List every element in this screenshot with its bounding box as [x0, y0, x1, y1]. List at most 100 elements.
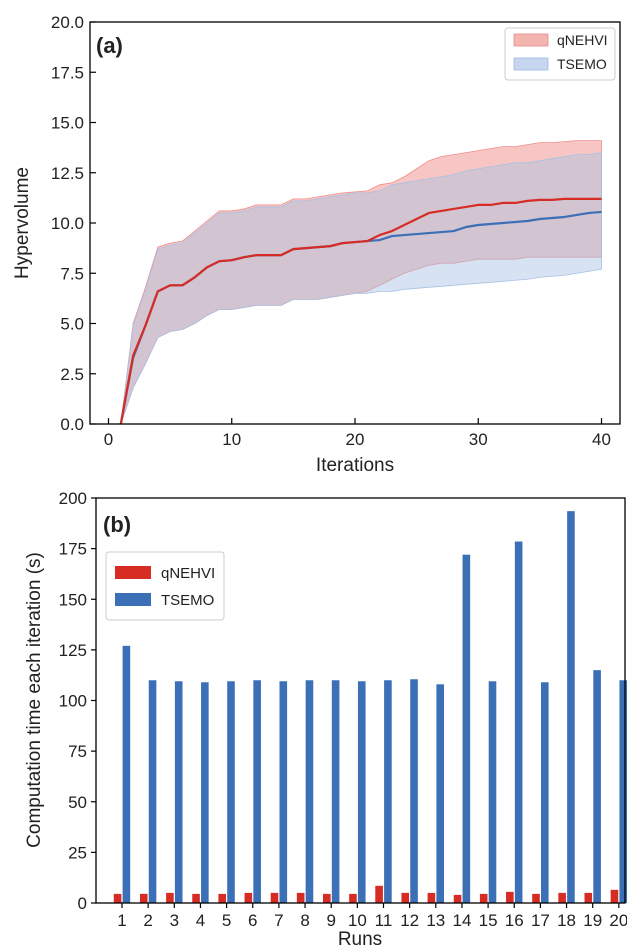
legend: qNEHVI TSEMO	[504, 27, 616, 81]
bar-tsemo-run-9	[331, 680, 340, 903]
y-tick-label: 12.5	[51, 164, 84, 183]
bar-qnehvi-run-20	[610, 889, 619, 903]
x-axis-title: Runs	[338, 929, 382, 949]
x-tick-label: 8	[300, 911, 309, 930]
bar-qnehvi-run-12	[401, 892, 410, 904]
legend-label-tsemo: TSEMO	[557, 56, 607, 72]
legend-swatch-tsemo	[115, 593, 151, 606]
y-tick-label: 200	[59, 489, 87, 508]
x-tick-label: 20	[609, 911, 627, 930]
series-lines	[119, 197, 602, 425]
legend-label-tsemo: TSEMO	[161, 592, 214, 609]
x-tick-label: 4	[196, 911, 205, 930]
x-tick-label: 9	[326, 911, 335, 930]
bar-tsemo-run-14	[462, 554, 471, 903]
bar-tsemo-run-6	[253, 680, 261, 903]
x-tick-label: 0	[104, 430, 113, 449]
x-tick-label: 15	[479, 911, 498, 930]
bar-qnehvi-run-19	[584, 892, 593, 904]
x-tick-label: 1	[117, 911, 126, 930]
y-tick-label: 175	[59, 540, 87, 559]
panel-b-computation-time-chart: 1 2 3 4 5 6 7 8 9 10 11 12 13 14 15 16 17 18 19 20025507510…	[24, 489, 627, 949]
x-tick-label: 30	[469, 430, 488, 449]
axis-ticks: 0 10 20 30 40 0.0 2.5 5.0 7.5 10.0 12.5 15.0 17.5 20.…	[51, 13, 611, 449]
line-qnehvi	[119, 197, 602, 425]
bar-qnehvi-run-5	[218, 893, 226, 903]
legend: qNEHVI TSEMO	[105, 551, 225, 621]
legend-label-qnehvi: qNEHVI	[161, 565, 215, 582]
bar-tsemo-run-19	[593, 670, 601, 904]
panel-a-hypervolume-chart: 0 10 20 30 40 0.0 2.5 5.0 7.5 10.0 12.5 15.0 17.5 20.…	[12, 13, 621, 476]
y-tick-label: 5.0	[60, 315, 84, 334]
bar-tsemo-run-13	[436, 684, 444, 903]
y-tick-label: 100	[59, 692, 87, 711]
axis-ticks: 1 2 3 4 5 6 7 8 9 10 11 12 13 14 15 16 17 18 19 20025507510…	[59, 489, 627, 930]
y-tick-label: 50	[68, 793, 87, 812]
y-tick-label: 125	[59, 641, 87, 660]
bars	[113, 511, 627, 904]
y-tick-label: 20.0	[51, 13, 84, 32]
confidence-bands	[120, 140, 602, 425]
legend-swatch-qnehvi	[115, 566, 151, 579]
bar-qnehvi-run-14	[453, 894, 462, 903]
x-tick-label: 13	[426, 911, 445, 930]
legend-swatch-tsemo	[513, 57, 549, 71]
bar-qnehvi-run-6	[244, 892, 253, 904]
bar-tsemo-run-7	[279, 681, 288, 903]
bar-tsemo-run-2	[148, 680, 157, 903]
x-tick-label: 10	[348, 911, 367, 930]
x-tick-label: 3	[170, 911, 179, 930]
bar-qnehvi-run-15	[479, 893, 488, 903]
panel-label: (a)	[96, 33, 123, 58]
bar-qnehvi-run-4	[192, 893, 200, 903]
bar-tsemo-run-1	[122, 645, 131, 903]
x-tick-label: 40	[592, 430, 611, 449]
bar-qnehvi-run-1	[113, 893, 122, 903]
bar-tsemo-run-18	[567, 511, 575, 903]
y-tick-label: 2.5	[60, 365, 84, 384]
y-tick-label: 25	[68, 843, 87, 862]
bar-qnehvi-run-8	[296, 892, 305, 904]
bar-qnehvi-run-11	[375, 885, 383, 903]
bar-qnehvi-run-10	[349, 893, 357, 903]
legend-box	[105, 551, 225, 621]
x-tick-label: 11	[375, 911, 393, 930]
bar-tsemo-run-17	[541, 682, 549, 903]
bar-qnehvi-run-3	[166, 892, 174, 904]
x-tick-label: 7	[274, 911, 283, 930]
y-tick-label: 10.0	[51, 214, 84, 233]
y-tick-label: 0	[78, 894, 87, 913]
x-tick-label: 5	[222, 911, 231, 930]
y-axis-title: Hypervolume	[12, 167, 33, 279]
bar-tsemo-run-10	[357, 681, 366, 903]
x-tick-label: 14	[452, 911, 471, 930]
y-tick-label: 7.5	[60, 264, 84, 283]
bar-tsemo-run-20	[619, 680, 627, 903]
legend-label-qnehvi: qNEHVI	[557, 32, 608, 48]
x-tick-label: 19	[583, 911, 602, 930]
panel-label: (b)	[103, 512, 131, 537]
legend-swatch-qnehvi	[513, 33, 549, 47]
bar-tsemo-run-15	[488, 681, 497, 903]
bar-qnehvi-run-9	[323, 893, 331, 903]
bar-tsemo-run-12	[410, 679, 418, 903]
x-tick-label: 6	[248, 911, 257, 930]
bar-qnehvi-run-17	[532, 893, 540, 903]
bar-tsemo-run-11	[384, 680, 392, 903]
bar-tsemo-run-16	[514, 541, 523, 903]
x-tick-label: 2	[143, 911, 152, 930]
y-axis-title: Computation time each iteration (s)	[24, 552, 45, 848]
bar-qnehvi-run-2	[139, 893, 148, 903]
bar-tsemo-run-4	[201, 682, 209, 903]
y-tick-label: 150	[59, 590, 87, 609]
bar-qnehvi-run-18	[558, 892, 566, 904]
x-tick-label: 16	[505, 911, 524, 930]
y-tick-label: 15.0	[51, 114, 84, 133]
y-tick-label: 17.5	[51, 63, 84, 82]
x-tick-label: 18	[557, 911, 576, 930]
bar-qnehvi-run-13	[427, 892, 436, 904]
bar-qnehvi-run-7	[270, 892, 279, 904]
x-tick-label: 10	[222, 430, 241, 449]
bar-tsemo-run-8	[305, 680, 314, 903]
